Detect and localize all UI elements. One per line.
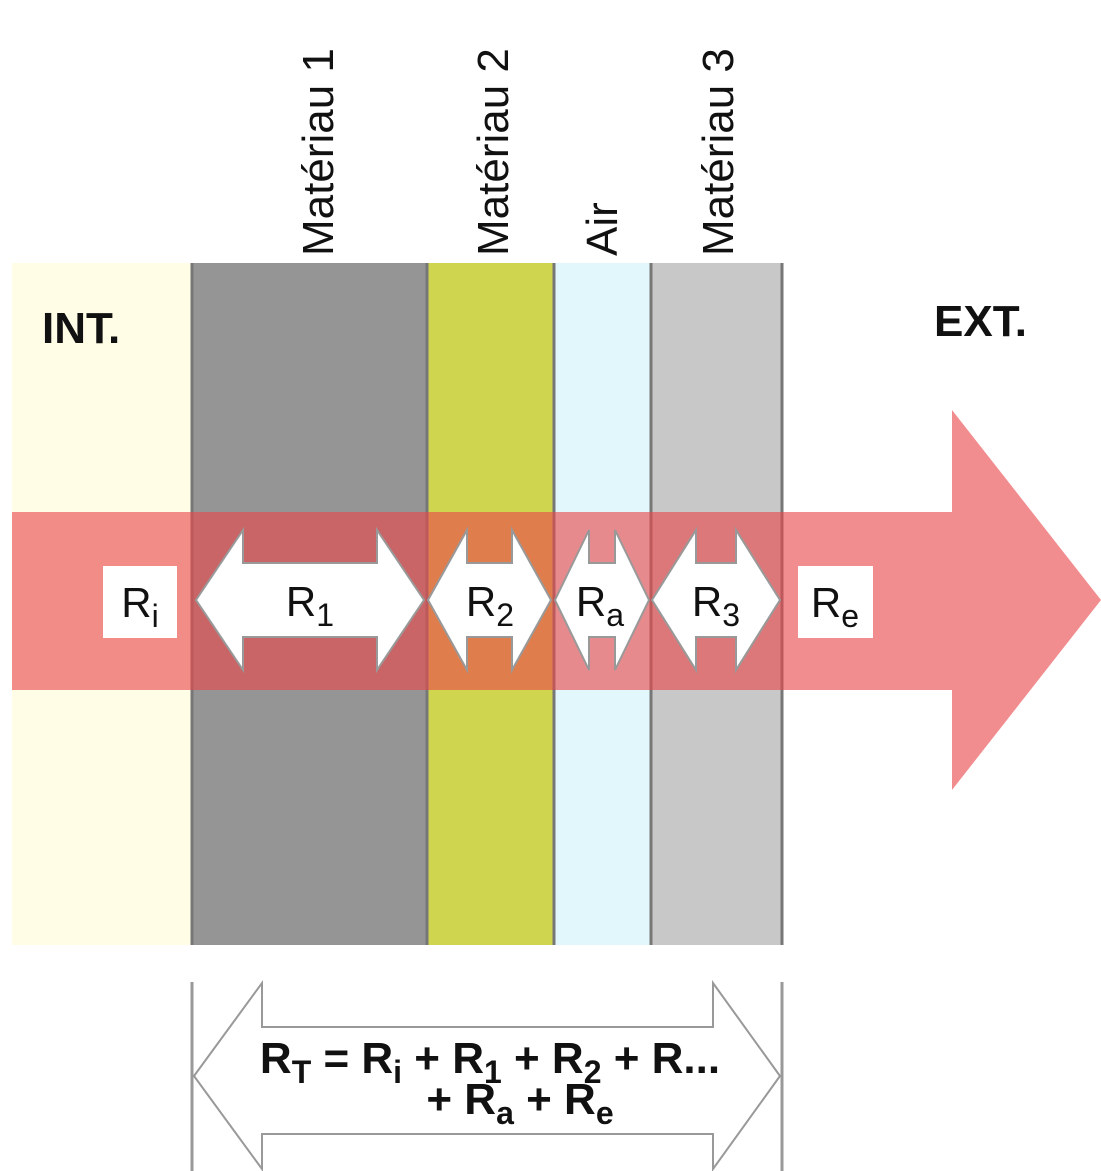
layer2-resistance-arrow bbox=[426, 526, 553, 674]
layer1-resistance-arrow bbox=[194, 526, 426, 674]
formula-subscript: 2 bbox=[584, 1054, 602, 1090]
formula-text: + R bbox=[502, 1034, 584, 1083]
total-resistance: RT = Ri + R1 + R2 + R... + Ra + Re bbox=[190, 979, 784, 1171]
formula-text: + R... bbox=[601, 1034, 720, 1083]
layer-label-materiau-3: Matériau 3 bbox=[694, 48, 743, 256]
formula-subscript: T bbox=[292, 1054, 312, 1090]
air-resistance-label: Ra bbox=[576, 578, 624, 633]
layer1-resistance-label: R1 bbox=[286, 578, 334, 633]
interior-label: INT. bbox=[42, 304, 120, 353]
interior-resistance-box bbox=[103, 566, 177, 638]
exterior-resistance: Re bbox=[798, 566, 873, 638]
formula-text: = R bbox=[311, 1034, 393, 1083]
total-resistance-arrow bbox=[192, 979, 782, 1171]
formula-subscript: a bbox=[496, 1095, 514, 1131]
layer-labels: Matériau 1 Matériau 2 Air Matériau 3 bbox=[294, 48, 743, 256]
exterior-resistance-box bbox=[798, 566, 873, 638]
exterior-label: EXT. bbox=[934, 297, 1027, 346]
layer-label-materiau-2: Matériau 2 bbox=[469, 48, 518, 256]
formula-text: R bbox=[260, 1034, 292, 1083]
formula-subscript: e bbox=[596, 1095, 614, 1131]
layer-label-air: Air bbox=[578, 202, 627, 256]
layer-label-materiau-1: Matériau 1 bbox=[294, 48, 343, 256]
interior-resistance: Ri bbox=[103, 566, 177, 638]
total-resistance-formula-line2: + Ra + Re bbox=[426, 1075, 613, 1131]
total-resistance-formula-line1: RT = Ri + R1 + R2 + R... bbox=[260, 1034, 720, 1090]
exterior-resistance-label: Re bbox=[811, 579, 859, 634]
formula-text: + R bbox=[426, 1075, 496, 1124]
air-resistance-arrow bbox=[553, 529, 651, 671]
layer3-resistance-label: R3 bbox=[692, 578, 740, 633]
formula-subscript: 1 bbox=[484, 1054, 502, 1090]
formula-text: + R bbox=[514, 1075, 596, 1124]
formula-text: + R bbox=[402, 1034, 484, 1083]
layer-resistances: R1 R2 Ra R3 bbox=[194, 526, 782, 674]
layer2-resistance-label: R2 bbox=[466, 578, 514, 633]
layer3-resistance-arrow bbox=[650, 526, 782, 674]
formula-subscript: i bbox=[393, 1054, 402, 1090]
interior-resistance-label: Ri bbox=[121, 579, 158, 634]
